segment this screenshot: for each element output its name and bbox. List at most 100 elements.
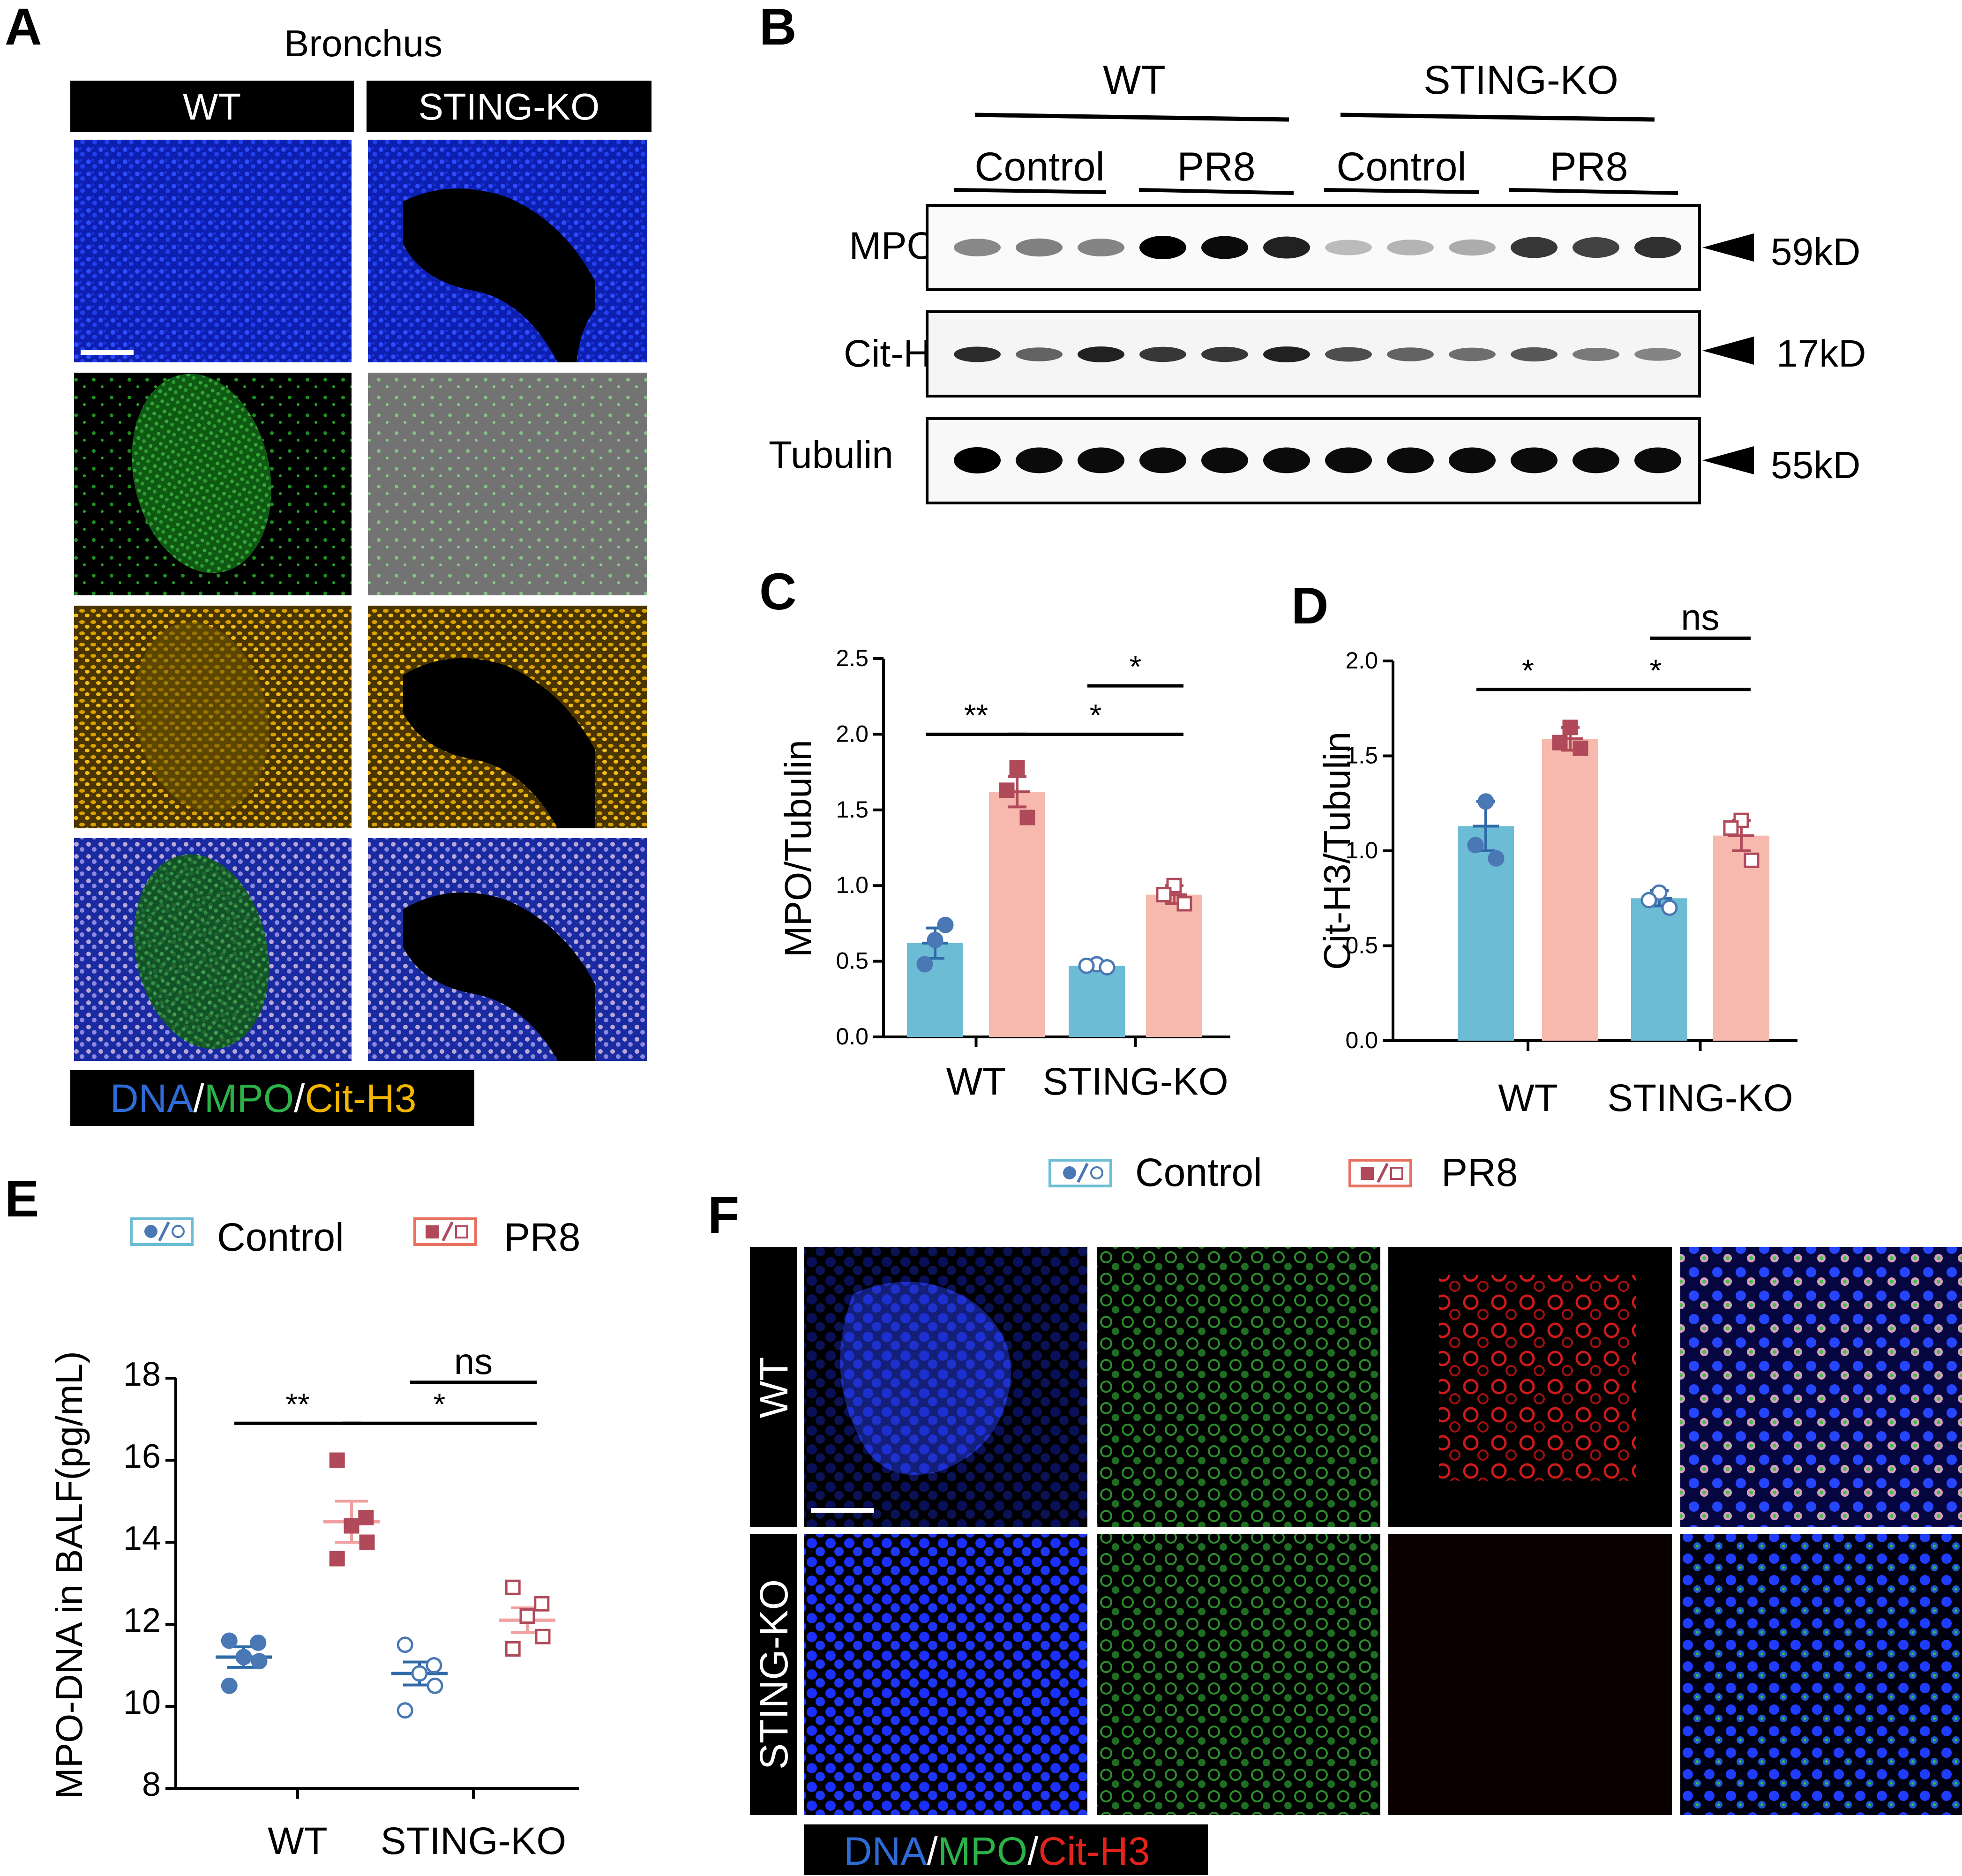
blot-band [1325, 240, 1372, 255]
legend-e-control-label: Control [217, 1215, 344, 1259]
bar [1631, 898, 1687, 1041]
data-point [397, 1636, 413, 1653]
blot-band [1511, 237, 1558, 258]
legend-e-pr8-label: PR8 [504, 1215, 580, 1259]
data-point [1078, 957, 1095, 974]
micrograph-a-ko-cit-lumen [403, 658, 595, 828]
legend-cd-control-open [1090, 1166, 1103, 1179]
significance-label: * [434, 1387, 446, 1421]
blot-band [1325, 447, 1372, 473]
blot-group-ko: STING-KO [1423, 58, 1618, 103]
y-tick-label: 0.0 [836, 1023, 869, 1050]
y-tick-label: 1.0 [1345, 837, 1378, 863]
significance-label: * [1130, 649, 1142, 684]
micrograph-a-ko-lumen2 [577, 289, 647, 362]
x-tick-label: WT [268, 1820, 327, 1862]
blot-band [1263, 236, 1310, 259]
panel-b: WT STING-KO Control PR8 Control PR8 MPO … [769, 58, 1866, 504]
micrograph-f-wt-merge [1680, 1247, 1962, 1527]
y-tick-label: 1.5 [836, 796, 869, 823]
data-point [1744, 852, 1760, 868]
x-tick-label: WT [1498, 1077, 1558, 1119]
y-tick-label: 1.0 [836, 872, 869, 898]
y-tick-label: 16 [123, 1438, 161, 1475]
blot-band [954, 239, 1001, 256]
blot-band [954, 447, 1001, 473]
y-axis-label: MPO-DNA in BALF(pg/mL) [48, 1351, 90, 1799]
data-point [505, 1641, 521, 1657]
chart-c: 0.0 0.5 1.0 1.5 2.0 2.5 MPO/Tubulin WT STING-KO *… [777, 645, 1230, 1103]
blot-band [1139, 236, 1186, 259]
blot-sub-2: PR8 [1177, 144, 1255, 189]
blot-arrow-cit [1702, 337, 1754, 365]
panel-f-row-ko: STING-KO [752, 1579, 796, 1770]
legend-f-dna: DNA [844, 1829, 927, 1873]
blot-band [1634, 447, 1681, 473]
panel-label-c: C [759, 563, 796, 621]
blot-label-mpo: MPO [849, 225, 937, 267]
blot-band [1078, 239, 1124, 256]
micrograph-a-ko-mpo [368, 373, 647, 595]
legend-cd: Control PR8 [1048, 1150, 1518, 1194]
bar [989, 792, 1045, 1037]
legend-cd-pr8-filled [1361, 1167, 1374, 1180]
blot-band [1387, 347, 1434, 361]
blot-band [1449, 239, 1496, 256]
data-point [1009, 759, 1025, 775]
y-axis-label: Cit-H3/Tubulin [1316, 732, 1358, 970]
legend-a-mpo: MPO [204, 1076, 294, 1120]
data-point [1488, 850, 1505, 867]
y-tick-label: 8 [142, 1766, 161, 1803]
significance-label: ** [285, 1387, 309, 1421]
data-point [235, 1649, 252, 1666]
panel-f-legend: DNA/MPO/Cit-H3 [844, 1829, 1150, 1873]
panel-label-b: B [759, 0, 796, 56]
legend-e-control-slash [158, 1221, 170, 1242]
panel-label-a: A [5, 0, 42, 56]
micrograph-a-ko-lumen [403, 188, 595, 362]
blot-sub-3: Control [1336, 144, 1466, 189]
legend-a-sep1: / [193, 1076, 204, 1120]
data-point [1723, 820, 1739, 836]
data-point [397, 1702, 413, 1719]
blot-band [1016, 347, 1063, 361]
blot-band [1387, 447, 1434, 473]
blot-sub-2-line [1138, 188, 1294, 195]
y-axis-label: MPO/Tubulin [777, 740, 819, 957]
y-tick-label: 2.0 [1345, 647, 1378, 674]
blot-band [1325, 347, 1372, 362]
y-tick-label: 1.5 [1345, 743, 1378, 769]
bar [1069, 966, 1125, 1037]
micrograph-a-wt-mpo-cluster [132, 374, 271, 573]
blot-band [1573, 447, 1619, 473]
bar [1542, 739, 1598, 1041]
legend-e-pr8-filled [426, 1225, 439, 1238]
data-point [329, 1452, 345, 1468]
panel-a-header-wt-bg [70, 81, 354, 132]
micrograph-f-ko-merge [1680, 1534, 1962, 1815]
bar [1458, 826, 1514, 1041]
y-tick-label: 18 [123, 1356, 161, 1393]
legend-cd-control-swatch [1048, 1159, 1112, 1187]
data-point [221, 1632, 238, 1649]
x-tick-label: STING-KO [1607, 1077, 1793, 1119]
data-point [359, 1534, 375, 1550]
panel-label-d: D [1291, 577, 1328, 635]
legend-e-control-filled [144, 1225, 157, 1238]
y-tick-label: 0.0 [1345, 1027, 1378, 1053]
blot-group-wt-line [974, 113, 1289, 122]
panel-f-row-ko-bg [750, 1534, 797, 1815]
legend-f-mpo: MPO [938, 1829, 1027, 1873]
legend-cd-pr8-slash [1377, 1163, 1389, 1183]
y-tick-label: 0.5 [1345, 932, 1378, 959]
data-point [937, 916, 954, 933]
data-point [505, 1579, 521, 1595]
data-point [927, 931, 944, 948]
data-point [358, 1510, 374, 1525]
legend-a-dna: DNA [110, 1076, 193, 1120]
micrograph-a-wt-dna [74, 140, 352, 362]
blot-band [1634, 348, 1681, 361]
blot-band [1449, 447, 1496, 473]
blot-band [1387, 240, 1434, 255]
micrograph-f-ko-mpo [1097, 1534, 1380, 1815]
